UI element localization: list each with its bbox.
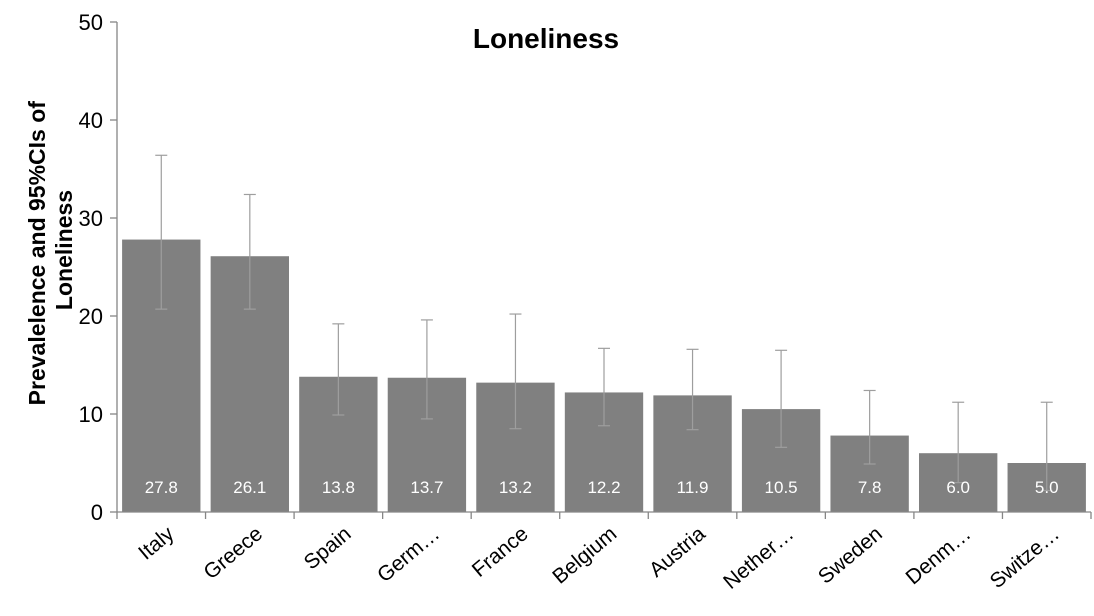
x-tick-label-8: Nether… <box>719 522 798 594</box>
y-tick-label-6: 50 <box>79 10 103 35</box>
x-tick-label-7: Austria <box>645 522 710 582</box>
data-label-9: 7.8 <box>858 478 882 497</box>
y-axis-title-line-2: Loneliness <box>51 190 77 310</box>
y-axis-title-line-1: Prevalelence and 95%CIs of <box>24 101 50 406</box>
y-tick-label-1: 0 <box>91 500 103 525</box>
data-label-8: 10.5 <box>765 478 798 497</box>
x-tick-label-10: Denm… <box>902 522 976 589</box>
data-label-5: 13.2 <box>499 478 532 497</box>
data-label-10: 6.0 <box>946 478 970 497</box>
x-tick-label-3: Spain <box>300 522 356 574</box>
y-axis-title: Prevalelence and 95%CIs of Loneliness <box>24 95 77 406</box>
data-label-7: 11.9 <box>677 478 709 497</box>
x-tick-label-5: France <box>468 522 533 582</box>
y-tick-label-2: 10 <box>79 402 103 427</box>
y-tick-label-4: 30 <box>79 206 103 231</box>
chart-title: Loneliness <box>473 23 619 54</box>
x-tick-label-1: Italy <box>134 522 179 565</box>
x-tick-label-6: Belgium <box>548 522 621 588</box>
x-tick-label-2: Greece <box>199 522 267 584</box>
data-label-3: 13.8 <box>322 478 355 497</box>
y-tick-label-3: 20 <box>79 304 103 329</box>
x-tick-label-4: Germ… <box>373 522 444 587</box>
data-label-4: 13.7 <box>410 478 443 497</box>
x-tick-label-11: Switze… <box>986 522 1064 593</box>
data-label-1: 27.8 <box>145 478 178 497</box>
data-label-2: 26.1 <box>233 478 266 497</box>
data-label-6: 12.2 <box>587 478 620 497</box>
x-tick-label-9: Sweden <box>814 522 887 588</box>
y-tick-label-5: 40 <box>79 108 103 133</box>
plot-area: 27.8 26.1 13.8 13.7 13.2 12.2 11.9 10.5 7.8 6.0 5.… <box>79 10 1092 594</box>
data-label-11: 5.0 <box>1035 478 1059 497</box>
